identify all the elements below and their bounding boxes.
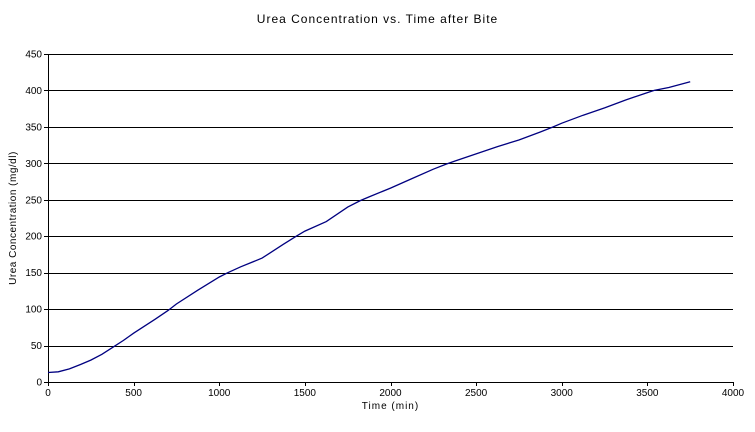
y-tick-label: 350 — [25, 122, 42, 133]
x-tick-label: 3500 — [636, 388, 659, 399]
y-tick-label: 0 — [36, 378, 42, 389]
x-tick-label: 3000 — [551, 388, 574, 399]
x-tick-label: 4000 — [722, 388, 745, 399]
y-tick-label: 250 — [25, 195, 42, 206]
x-tick-label: 1500 — [294, 388, 317, 399]
y-tick-label: 450 — [25, 50, 42, 61]
x-tick-label: 0 — [45, 388, 51, 399]
y-tick-label: 150 — [25, 268, 42, 279]
y-tick-label: 300 — [25, 159, 42, 170]
x-tick-label: 1000 — [208, 388, 231, 399]
x-tick-label: 2500 — [465, 388, 488, 399]
x-axis-title: Time (min) — [361, 401, 420, 412]
x-tick-label: 500 — [125, 388, 142, 399]
y-tick-label: 400 — [25, 86, 42, 97]
y-tick-label: 200 — [25, 232, 42, 243]
x-tick-label: 2000 — [379, 388, 402, 399]
y-tick-label: 50 — [31, 341, 43, 352]
chart-title: Urea Concentration vs. Time after Bite — [256, 12, 499, 26]
y-tick-label: 100 — [25, 305, 42, 316]
series-line-urea-concentration — [47, 81, 691, 374]
